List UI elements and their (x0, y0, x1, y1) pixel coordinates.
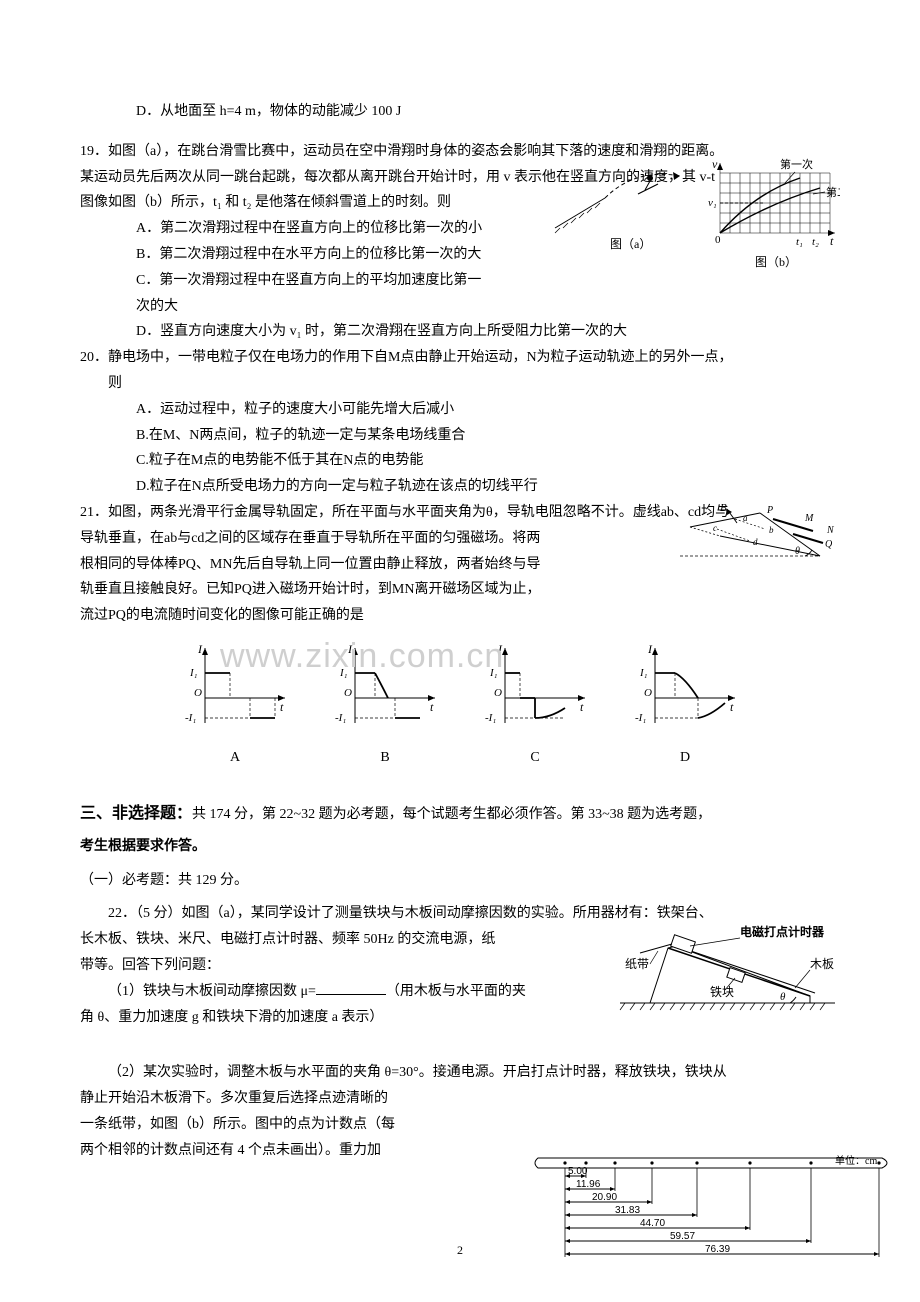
svg-text:t: t (430, 700, 434, 714)
section3-title-rest: 共 174 分，第 22~32 题为必考题，每个试题考生都必须作答。第 33~3… (192, 807, 711, 822)
svg-text:O: O (494, 687, 502, 699)
section3-sub: （一）必考题：共 129 分。 (80, 869, 840, 893)
svg-text:I: I (197, 642, 203, 656)
svg-text:31.83: 31.83 (615, 1205, 640, 1216)
q21-stem-4: 轨垂直且接触良好。已知PQ进入磁场开始计时，到MN离开磁场区域为止， (80, 578, 840, 602)
svg-text:I: I (497, 642, 503, 656)
svg-text:v: v (712, 158, 718, 171)
q21-graph-d: I I₁ -I₁ O t D (630, 638, 740, 770)
svg-text:θ: θ (780, 991, 786, 1003)
svg-text:c: c (713, 523, 717, 533)
svg-text:d: d (753, 537, 758, 547)
svg-text:θ: θ (795, 546, 800, 557)
svg-text:纸带: 纸带 (625, 957, 649, 971)
page-number: 2 (457, 1240, 463, 1260)
svg-text:v₁: v₁ (708, 197, 717, 209)
svg-text:铁块: 铁块 (710, 985, 734, 999)
q20-stem-2: 则 (80, 372, 840, 396)
svg-text:11.96: 11.96 (576, 1179, 601, 1190)
svg-text:电磁打点计时器: 电磁打点计时器 (740, 924, 825, 939)
q22: 22．（5 分）如图（a），某同学设计了测量铁块与木板间动摩擦因数的实验。所用器… (80, 902, 840, 1162)
q20-a: A．运动过程中，粒子的速度大小可能先增大后减小 (80, 398, 840, 422)
q22-blank-mu[interactable] (316, 981, 386, 995)
q19-second-label: 第二次 (826, 185, 840, 199)
svg-text:t₁: t₁ (796, 236, 803, 248)
q22-p2c: 一条纸带，如图（b）所示。图中的点为计数点（每 (80, 1113, 840, 1137)
q19-c2: 次的大 (80, 295, 840, 319)
svg-text:O: O (194, 687, 202, 699)
svg-text:76.39: 76.39 (705, 1244, 730, 1255)
svg-text:Q: Q (825, 539, 833, 550)
q21-graph-a: I I₁ -I₁ O t A (180, 638, 290, 770)
q19: 19．如图（a），在跳台滑雪比赛中，运动员在空中滑翔时身体的姿态会影响其下落的速… (80, 140, 840, 344)
svg-text:20.90: 20.90 (592, 1192, 617, 1203)
svg-text:I₁: I₁ (489, 667, 498, 679)
svg-text:0: 0 (715, 234, 721, 246)
q18-option-d: D．从地面至 h=4 m，物体的动能减少 100 J (80, 100, 840, 124)
q20-b: B.在M、N两点间，粒子的轨迹一定与某条电场线重合 (80, 424, 840, 448)
q22-apparatus-figure: θ 电磁打点计时器 纸带 铁块 木板 (610, 918, 840, 1018)
svg-text:N: N (826, 525, 835, 536)
section3-title-bold: 三、非选择题： (80, 805, 192, 822)
section3-title-line2: 考生根据要求作答。 (80, 835, 840, 859)
q21: 21．如图，两条光滑平行金属导轨固定，所在平面与水平面夹角为θ，导轨电阻忽略不计… (80, 501, 840, 628)
q21-label-c: C (480, 746, 590, 770)
q21-stem-5: 流过PQ的电流随时间变化的图像可能正确的是 (80, 604, 840, 628)
q20: 20．静电场中，一带电粒子仅在电场力的作用下自M点由静止开始运动，N为粒子运动轨… (80, 346, 840, 499)
q19-first-label: 第一次 (780, 158, 813, 171)
svg-text:44.70: 44.70 (640, 1218, 665, 1229)
q19-figa-label: 图（a） (610, 237, 651, 251)
svg-text:59.57: 59.57 (670, 1231, 695, 1242)
svg-text:t₂: t₂ (812, 236, 819, 248)
svg-text:M: M (804, 513, 814, 524)
svg-text:-I₁: -I₁ (635, 712, 646, 724)
svg-text:I₁: I₁ (639, 667, 648, 679)
svg-text:O: O (344, 687, 352, 699)
q21-label-d: D (630, 746, 740, 770)
svg-text:I₁: I₁ (339, 667, 348, 679)
q22-p1b: （用木板与水平面的夹 (386, 984, 526, 999)
svg-text:-I₁: -I₁ (335, 712, 346, 724)
svg-text:b: b (769, 525, 774, 535)
q22-p2a: （2）某次实验时，调整木板与水平面的夹角 θ=30°。接通电源。开启打点计时器，… (80, 1061, 840, 1085)
q21-graph-b: I I₁ -I₁ O t B (330, 638, 440, 770)
q19-figures: 图（a） (550, 158, 840, 278)
q21-incline-figure: θ B P M N Q a b c d (665, 501, 840, 571)
svg-text:B: B (720, 502, 727, 514)
svg-text:I₁: I₁ (189, 667, 198, 679)
q19-d: D．竖直方向速度大小为 v₁ 时，第二次滑翔在竖直方向上所受阻力比第一次的大 (80, 320, 840, 344)
q21-label-a: A (180, 746, 290, 770)
svg-text:-I₁: -I₁ (185, 712, 196, 724)
svg-text:单位：cm: 单位：cm (835, 1154, 877, 1167)
svg-text:P: P (766, 505, 773, 516)
q22-p1a: （1）铁块与木板间动摩擦因数 μ= (108, 984, 316, 999)
svg-text:t: t (280, 700, 284, 714)
q21-graphs: I I₁ -I₁ O t A I I₁ -I₁ O t (80, 638, 840, 770)
q22-p2b: 静止开始沿木板滑下。多次重复后选择点迹清晰的 (80, 1087, 840, 1111)
q21-graph-c: I I₁ -I₁ O t C (480, 638, 590, 770)
svg-text:木板: 木板 (810, 957, 834, 971)
q22-tape-figure: 单位：cm 5.00 11.96 20.90 (530, 1154, 900, 1262)
q21-label-b: B (330, 746, 440, 770)
svg-text:t: t (580, 700, 584, 714)
svg-text:5.00: 5.00 (568, 1166, 588, 1177)
q20-c: C.粒子在M点的电势能不低于其在N点的电势能 (80, 449, 840, 473)
q19-figb-label: 图（b） (755, 255, 797, 269)
svg-text:I: I (647, 642, 653, 656)
section3-title: 三、非选择题：共 174 分，第 22~32 题为必考题，每个试题考生都必须作答… (80, 800, 840, 827)
q20-stem-1: 20．静电场中，一带电粒子仅在电场力的作用下自M点由静止开始运动，N为粒子运动轨… (80, 346, 840, 370)
q20-d: D.粒子在N点所受电场力的方向一定与粒子轨迹在该点的切线平行 (80, 475, 840, 499)
svg-text:t: t (730, 700, 734, 714)
svg-text:t: t (830, 234, 834, 248)
svg-text:O: O (644, 687, 652, 699)
svg-text:-I₁: -I₁ (485, 712, 496, 724)
svg-text:I: I (347, 642, 353, 656)
svg-text:a: a (743, 513, 748, 523)
